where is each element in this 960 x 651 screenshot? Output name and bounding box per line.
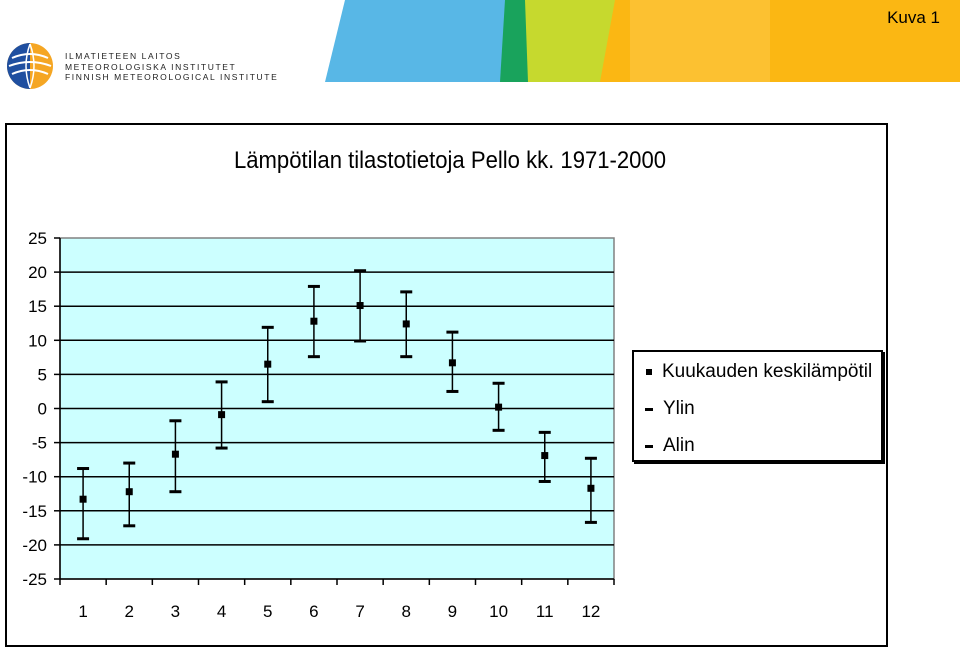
logo-wordmark: ILMATIETEEN LAITOS METEOROLOGISKA INSTIT… <box>65 51 278 83</box>
dash-marker-icon <box>645 407 653 411</box>
logo-line-sv: METEOROLOGISKA INSTITUTET <box>65 61 237 72</box>
logo-line-en: FINNISH METEOROLOGICAL INSTITUTE <box>65 72 279 82</box>
mean-marker <box>402 320 410 328</box>
x-tick-label: 12 <box>581 602 600 621</box>
y-tick-label: 10 <box>28 331 47 350</box>
x-tick-label: 3 <box>171 602 180 621</box>
header-banner <box>7 0 960 89</box>
x-tick-label: 11 <box>536 602 554 621</box>
y-tick-label: 5 <box>38 365 47 384</box>
y-tick-label: 25 <box>28 229 47 248</box>
legend-label-max: Ylin <box>663 398 695 419</box>
mean-marker <box>587 484 595 492</box>
x-tick-label: 10 <box>489 602 508 621</box>
mean-marker <box>264 360 272 368</box>
banner-light-highlight <box>630 0 770 82</box>
y-tick-label: -20 <box>22 536 47 555</box>
fmi-logo-icon <box>7 43 53 89</box>
x-tick-label: 5 <box>263 602 272 621</box>
mean-marker <box>125 488 133 496</box>
x-tick-label: 8 <box>402 602 411 621</box>
x-tick-label: 4 <box>217 602 226 621</box>
x-tick-label: 2 <box>125 602 134 621</box>
mean-marker <box>310 317 318 325</box>
square-marker-icon <box>646 369 652 375</box>
mean-marker <box>448 359 456 367</box>
chart-legend: Kuukauden keskilämpötil Ylin Alin <box>632 350 883 462</box>
mean-marker <box>356 302 364 310</box>
chart-title: Lämpötilan tilastotietoja Pello kk. 1971… <box>233 147 667 174</box>
mean-marker <box>79 495 87 503</box>
x-tick-label: 7 <box>355 602 364 621</box>
mean-marker <box>171 450 179 458</box>
mean-marker <box>495 403 503 411</box>
x-tick-label: 6 <box>309 602 318 621</box>
mean-marker <box>218 411 226 419</box>
y-tick-label: -15 <box>22 502 47 521</box>
x-tick-label: 1 <box>78 602 87 621</box>
legend-item-mean: Kuukauden keskilämpötil <box>644 361 872 383</box>
y-tick-label: -10 <box>22 468 47 487</box>
legend-item-max: Ylin <box>644 398 695 420</box>
x-tick-label: 9 <box>448 602 457 621</box>
y-tick-label: 0 <box>38 400 47 419</box>
y-tick-label: 20 <box>28 263 47 282</box>
y-tick-label: 15 <box>28 297 47 316</box>
slide-label: Kuva 1 <box>887 8 940 27</box>
dash-marker-icon <box>645 444 653 448</box>
legend-label-min: Alin <box>663 435 695 456</box>
y-tick-label: -25 <box>22 570 47 589</box>
legend-label-mean: Kuukauden keskilämpötil <box>662 361 873 382</box>
banner-yellow-band <box>600 0 960 82</box>
y-tick-label: -5 <box>32 434 47 453</box>
logo-line-fi: ILMATIETEEN LAITOS <box>65 51 182 61</box>
legend-item-min: Alin <box>644 435 695 457</box>
mean-marker <box>541 452 549 460</box>
